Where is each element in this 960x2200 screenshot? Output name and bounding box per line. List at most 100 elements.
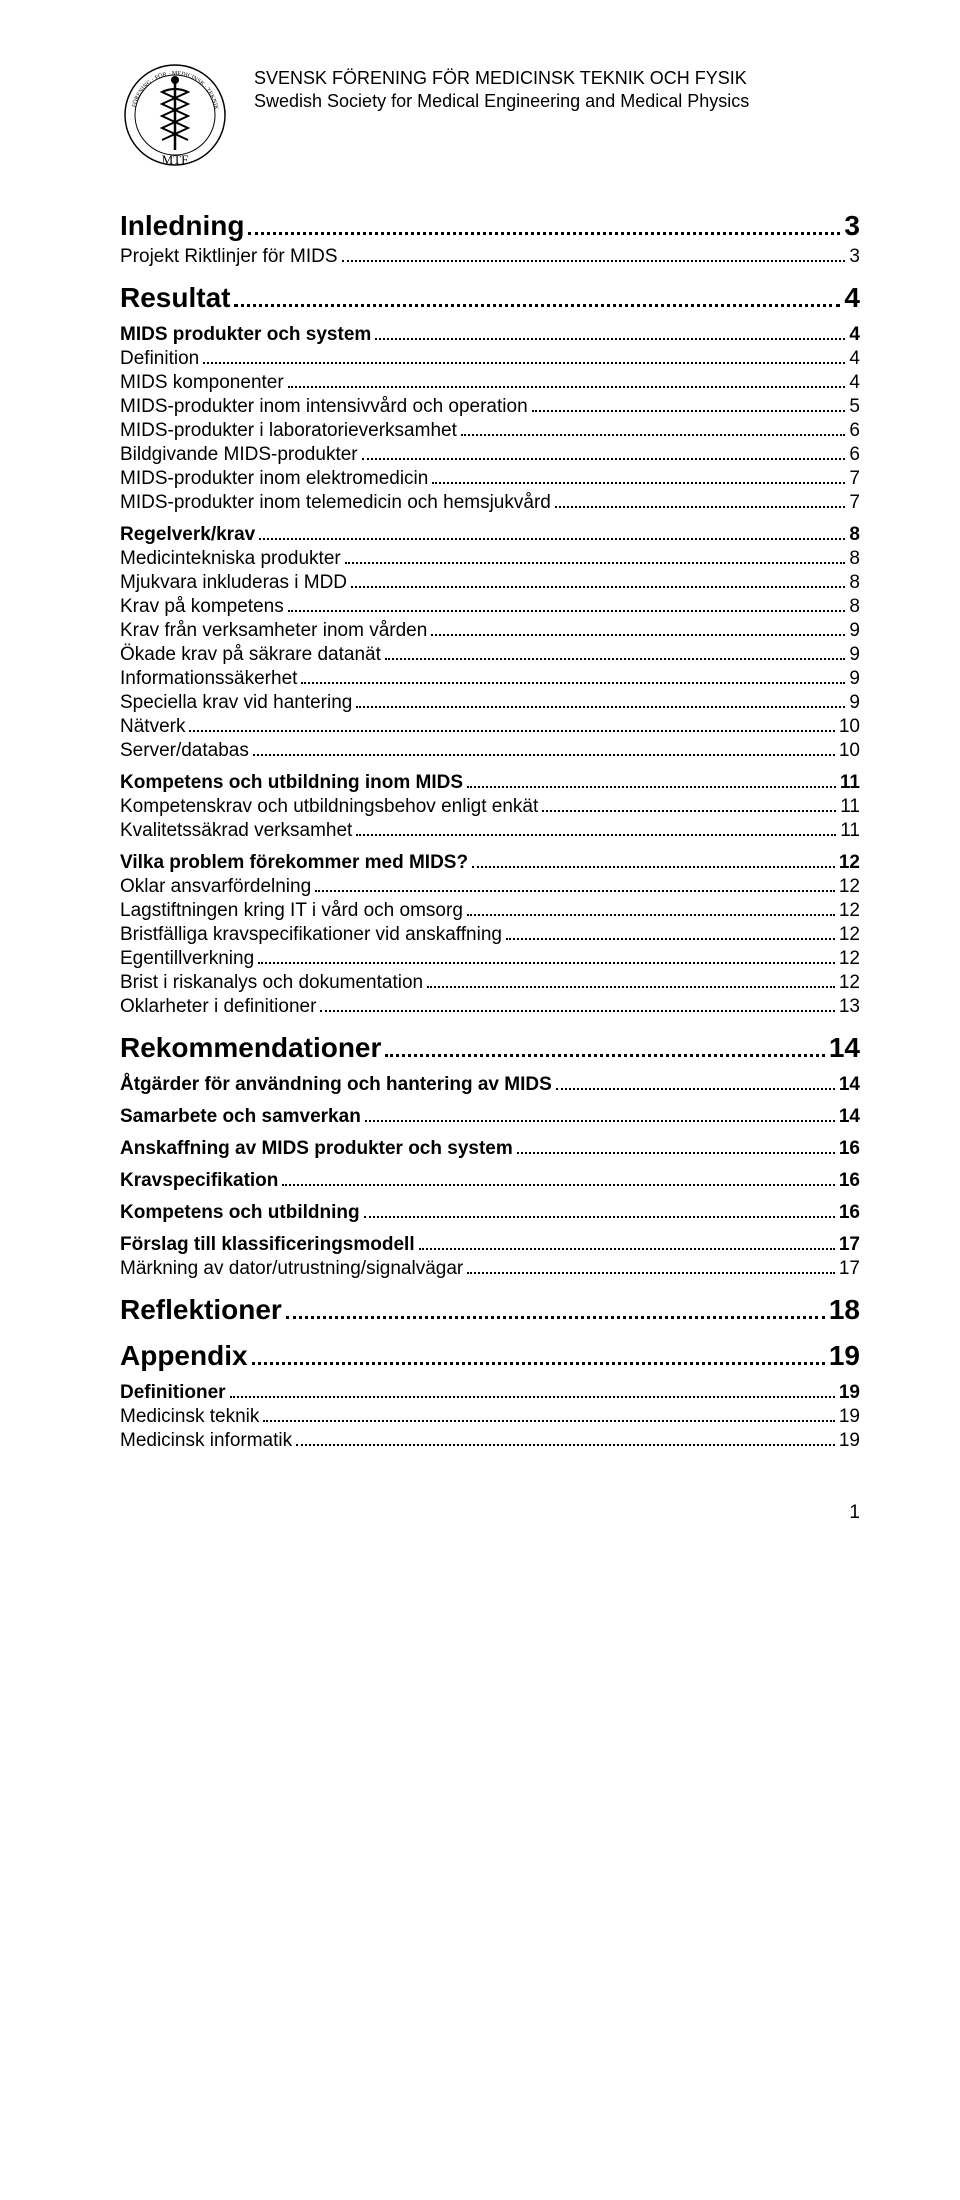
toc-leader-dots [342, 249, 846, 262]
toc-leader-dots [301, 671, 845, 684]
toc-leader-dots [467, 1261, 835, 1274]
toc-entry[interactable]: MIDS-produkter inom telemedicin och hems… [120, 492, 860, 514]
toc-page-number: 7 [849, 492, 860, 514]
toc-entry[interactable]: Oklarheter i definitioner13 [120, 996, 860, 1018]
toc-page-number: 14 [839, 1106, 860, 1128]
toc-entry[interactable]: Nätverk10 [120, 716, 860, 738]
toc-entry[interactable]: Oklar ansvarfördelning12 [120, 876, 860, 898]
toc-label: Förslag till klassificeringsmodell [120, 1234, 415, 1256]
toc-page-number: 19 [829, 1340, 860, 1372]
mtf-logo: FÖRENING · FÖR · MEDICINSK · TEKNIK MTF [120, 60, 230, 170]
toc-leader-dots [375, 327, 845, 340]
toc-entry[interactable]: Mjukvara inkluderas i MDD8 [120, 572, 860, 594]
toc-entry[interactable]: Resultat 4 [120, 282, 860, 314]
toc-page-number: 4 [849, 372, 860, 394]
toc-entry[interactable]: Medicinsk teknik 19 [120, 1406, 860, 1428]
toc-entry[interactable]: Ökade krav på säkrare datanät9 [120, 644, 860, 666]
toc-entry[interactable]: Kompetens och utbildning16 [120, 1202, 860, 1224]
toc-entry[interactable]: Brist i riskanalys och dokumentation12 [120, 972, 860, 994]
toc-entry[interactable]: Samarbete och samverkan14 [120, 1106, 860, 1128]
toc-label: Appendix [120, 1340, 248, 1372]
toc-label: Rekommendationer [120, 1032, 381, 1064]
toc-page-number: 4 [844, 282, 860, 314]
toc-leader-dots [248, 221, 840, 235]
toc-page-number: 12 [839, 972, 860, 994]
toc-entry[interactable]: Rekommendationer 14 [120, 1032, 860, 1064]
toc-leader-dots [532, 399, 846, 412]
toc-page-number: 12 [839, 852, 860, 874]
toc-leader-dots [282, 1173, 834, 1186]
toc-page-number: 13 [839, 996, 860, 1018]
toc-entry[interactable]: Lagstiftningen kring IT i vård och omsor… [120, 900, 860, 922]
toc-leader-dots [351, 575, 845, 588]
toc-entry[interactable]: Server/databas10 [120, 740, 860, 762]
toc-leader-dots [556, 1077, 835, 1090]
toc-leader-dots [320, 999, 834, 1012]
toc-entry[interactable]: Bildgivande MIDS-produkter6 [120, 444, 860, 466]
toc-page-number: 8 [849, 548, 860, 570]
toc-entry[interactable]: Krav på kompetens8 [120, 596, 860, 618]
toc-entry[interactable]: Medicintekniska produkter8 [120, 548, 860, 570]
toc-entry[interactable]: Märkning av dator/utrustning/signalvägar… [120, 1258, 860, 1280]
toc-label: Åtgärder för användning och hantering av… [120, 1074, 552, 1096]
toc-label: Bildgivande MIDS-produkter [120, 444, 358, 466]
toc-entry[interactable]: Anskaffning av MIDS produkter och system… [120, 1138, 860, 1160]
toc-entry[interactable]: MIDS produkter och system4 [120, 324, 860, 346]
toc-label: MIDS-produkter inom intensivvård och ope… [120, 396, 528, 418]
toc-leader-dots [467, 903, 835, 916]
toc-label: MIDS produkter och system [120, 324, 371, 346]
toc-page-number: 11 [840, 772, 860, 794]
toc-entry[interactable]: MIDS-produkter inom intensivvård och ope… [120, 396, 860, 418]
toc-label: MIDS-produkter inom telemedicin och hems… [120, 492, 551, 514]
toc-entry[interactable]: Appendix 19 [120, 1340, 860, 1372]
toc-leader-dots [230, 1385, 835, 1398]
toc-entry[interactable]: Kravspecifikation16 [120, 1170, 860, 1192]
toc-entry[interactable]: Kompetens och utbildning inom MIDS11 [120, 772, 860, 794]
toc-entry[interactable]: Krav från verksamheter inom vården9 [120, 620, 860, 642]
toc-leader-dots [203, 351, 845, 364]
toc-leader-dots [253, 743, 835, 756]
toc-leader-dots [296, 1433, 835, 1446]
header-text: SVENSK FÖRENING FÖR MEDICINSK TEKNIK OCH… [254, 60, 749, 112]
toc-entry[interactable]: Vilka problem förekommer med MIDS?12 [120, 852, 860, 874]
toc-entry[interactable]: Projekt Riktlinjer för MIDS3 [120, 246, 860, 268]
toc-entry[interactable]: Förslag till klassificeringsmodell17 [120, 1234, 860, 1256]
toc-label: Märkning av dator/utrustning/signalvägar [120, 1258, 463, 1280]
toc-entry[interactable]: Regelverk/krav8 [120, 524, 860, 546]
toc-page-number: 12 [839, 900, 860, 922]
toc-entry[interactable]: MIDS komponenter4 [120, 372, 860, 394]
toc-label: Server/databas [120, 740, 249, 762]
toc-entry[interactable]: Definitioner19 [120, 1382, 860, 1404]
toc-entry[interactable]: Kompetenskrav och utbildningsbehov enlig… [120, 796, 860, 818]
toc-entry[interactable]: Inledning3 [120, 210, 860, 242]
toc-label: Medicinsk informatik [120, 1430, 292, 1452]
toc-page-number: 14 [829, 1032, 860, 1064]
toc-leader-dots [258, 951, 835, 964]
toc-entry[interactable]: Speciella krav vid hantering9 [120, 692, 860, 714]
toc-entry[interactable]: Kvalitetssäkrad verksamhet11 [120, 820, 860, 842]
toc-leader-dots [542, 799, 836, 812]
toc-label: Krav på kompetens [120, 596, 284, 618]
toc-label: Resultat [120, 282, 230, 314]
toc-entry[interactable]: MIDS-produkter i laboratorieverksamhet6 [120, 420, 860, 442]
toc-entry[interactable]: Definition4 [120, 348, 860, 370]
toc-entry[interactable]: Reflektioner18 [120, 1294, 860, 1326]
toc-entry[interactable]: Informationssäkerhet9 [120, 668, 860, 690]
toc-label: Reflektioner [120, 1294, 282, 1326]
page-header: FÖRENING · FÖR · MEDICINSK · TEKNIK MTF … [120, 60, 860, 170]
toc-entry[interactable]: MIDS-produkter inom elektromedicin7 [120, 468, 860, 490]
org-name-en: Swedish Society for Medical Engineering … [254, 91, 749, 112]
toc-leader-dots [385, 1043, 824, 1057]
toc-label: Definitioner [120, 1382, 226, 1404]
toc-label: Medicinsk teknik [120, 1406, 259, 1428]
toc-leader-dots [362, 447, 846, 460]
toc-entry[interactable]: Bristfälliga kravspecifikationer vid ans… [120, 924, 860, 946]
toc-leader-dots [234, 293, 840, 307]
toc-page-number: 19 [839, 1406, 860, 1428]
toc-label: MIDS-produkter i laboratorieverksamhet [120, 420, 457, 442]
toc-page-number: 10 [839, 716, 860, 738]
toc-entry[interactable]: Egentillverkning12 [120, 948, 860, 970]
toc-entry[interactable]: Åtgärder för användning och hantering av… [120, 1074, 860, 1096]
toc-entry[interactable]: Medicinsk informatik19 [120, 1430, 860, 1452]
toc-label: Krav från verksamheter inom vården [120, 620, 427, 642]
